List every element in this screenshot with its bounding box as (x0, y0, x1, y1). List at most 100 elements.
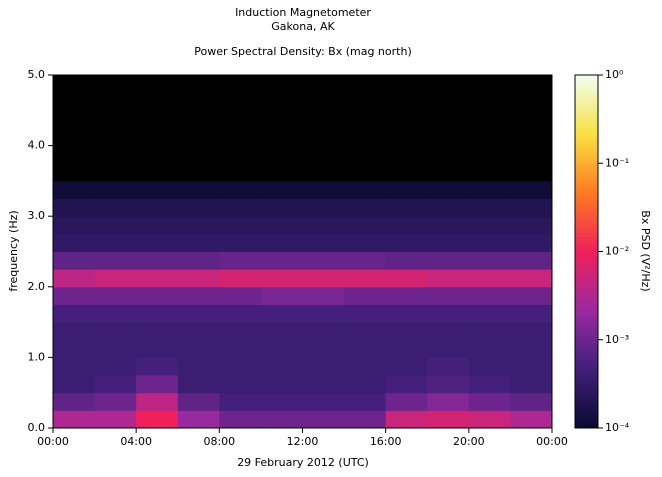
colorbar-tick-label: 10⁰ (605, 68, 624, 81)
heat-cell (468, 251, 511, 270)
heat-cell (302, 375, 345, 394)
colorbar-segment (575, 266, 598, 270)
colorbar-segment (575, 110, 598, 114)
heat-cell (53, 198, 96, 217)
colorbar-segment (575, 295, 598, 300)
heat-cell (94, 127, 137, 147)
heat-cell (385, 357, 428, 376)
colorbar-segment (575, 354, 598, 358)
heat-cell (53, 180, 96, 200)
colorbar-segment (575, 322, 598, 326)
colorbar-segment (575, 175, 598, 179)
heat-cell (260, 92, 303, 111)
heat-cell (385, 322, 428, 341)
heat-cell (260, 322, 303, 341)
heat-cell (427, 251, 470, 270)
heat-cell (510, 339, 553, 358)
heat-cell (94, 375, 137, 394)
colorbar-segment (575, 275, 598, 279)
heat-cell (53, 392, 96, 411)
colorbar-segment (575, 277, 598, 282)
heat-cell (94, 110, 137, 129)
colorbar-segment (575, 230, 598, 235)
x-axis-label: 29 February 2012 (UTC) (237, 456, 369, 469)
heat-cell (468, 92, 511, 111)
heat-cell (344, 233, 387, 252)
heat-cell (260, 286, 303, 305)
colorbar-segment (575, 372, 598, 376)
heat-cell (302, 198, 345, 217)
heat-cell (427, 216, 470, 235)
heat-cell (427, 392, 470, 411)
colorbar-segment (575, 386, 598, 391)
colorbar-segment (575, 192, 598, 197)
heat-cell (219, 322, 262, 341)
colorbar-segment (575, 83, 598, 88)
heat-cell (344, 75, 387, 94)
heat-cell (53, 163, 96, 182)
heat-cell (468, 127, 511, 147)
colorbar-segment (575, 219, 598, 223)
heat-cell (177, 110, 220, 129)
heat-cell (302, 304, 345, 323)
heat-cell (344, 339, 387, 358)
colorbar-tick-label: 10⁻¹ (605, 156, 629, 169)
heat-cell (427, 180, 470, 200)
colorbar-segment (575, 136, 598, 141)
colorbar-segment (575, 383, 598, 388)
heat-cell (344, 216, 387, 235)
heat-cell (136, 339, 179, 358)
heat-cell (385, 410, 428, 429)
heat-cell (177, 304, 220, 323)
colorbar-tick-label: 10⁻⁴ (605, 421, 630, 434)
heat-cell (510, 216, 553, 235)
heat-cell (94, 216, 137, 235)
heat-cell (177, 145, 220, 164)
heat-cell (260, 75, 303, 94)
colorbar-segment (575, 336, 598, 341)
colorbar-segment (575, 80, 598, 85)
colorbar-segment (575, 98, 598, 102)
heat-cell (53, 322, 96, 341)
heat-cell (427, 339, 470, 358)
heat-cell (260, 410, 303, 429)
colorbar-segment (575, 377, 598, 382)
y-tick-label: 4.0 (28, 139, 46, 152)
heat-cell (302, 163, 345, 182)
colorbar-label: Bx PSD (V²/Hz) (639, 210, 652, 291)
heat-cell (344, 375, 387, 394)
heat-cell (427, 75, 470, 94)
colorbar-segment (575, 186, 598, 191)
colorbar-segment (575, 216, 598, 220)
colorbar-segment (575, 251, 598, 255)
colorbar-segment (575, 351, 598, 355)
colorbar-segment (575, 307, 598, 311)
heat-cell (302, 216, 345, 235)
heat-cell (260, 269, 303, 288)
heat-cell (219, 75, 262, 94)
colorbar-segment (575, 363, 598, 367)
heat-cell (510, 233, 553, 252)
heat-cell (177, 75, 220, 94)
heat-cell (260, 216, 303, 235)
heat-cell (344, 357, 387, 376)
heat-cell (177, 127, 220, 147)
heat-cell (468, 357, 511, 376)
heat-cell (219, 163, 262, 182)
heat-cell (136, 286, 179, 305)
heat-cell (468, 198, 511, 217)
heat-cell (94, 92, 137, 111)
colorbar-segment (575, 342, 598, 347)
heat-cell (219, 145, 262, 164)
heat-cell (53, 269, 96, 288)
heat-cell (510, 375, 553, 394)
colorbar-segment (575, 148, 598, 152)
heat-cell (177, 286, 220, 305)
heat-cell (385, 339, 428, 358)
heat-cell (177, 216, 220, 235)
colorbar-segment (575, 177, 598, 182)
heat-cell (344, 92, 387, 111)
colorbar-segment (575, 160, 598, 164)
heat-cell (94, 357, 137, 376)
colorbar-segment (575, 389, 598, 394)
